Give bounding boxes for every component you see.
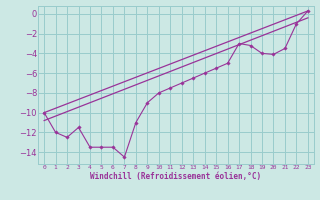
X-axis label: Windchill (Refroidissement éolien,°C): Windchill (Refroidissement éolien,°C) [91, 172, 261, 181]
